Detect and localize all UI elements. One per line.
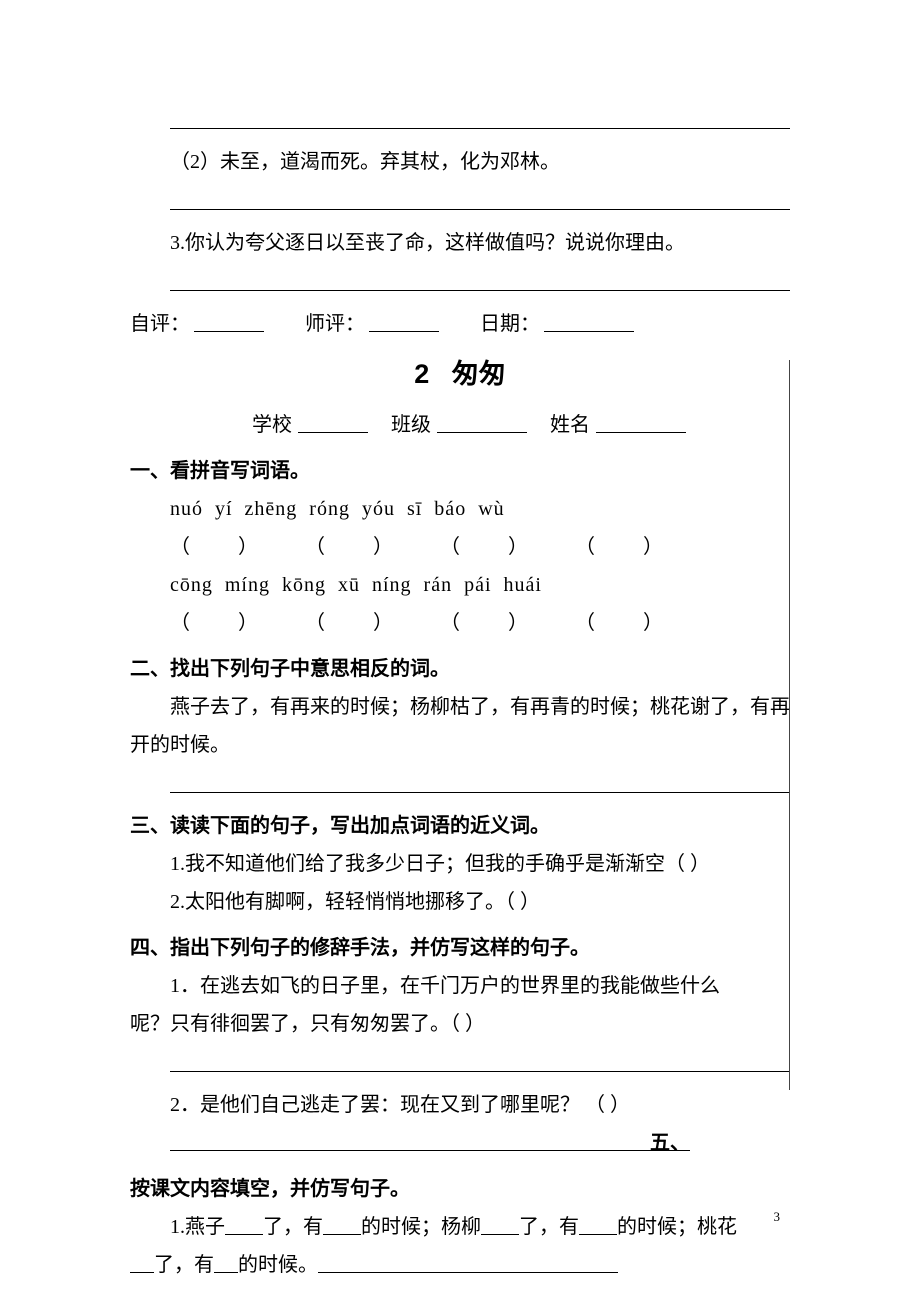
school-label: 学校 (252, 414, 292, 436)
s5-q1: 1.燕子 了，有 的时候；杨柳 了，有 的时候；桃花 (130, 1208, 790, 1246)
answer-blank (170, 108, 790, 129)
answer-blank[interactable] (318, 1252, 618, 1273)
s5-q1-line2: 了，有 的时候。 (130, 1246, 790, 1284)
s4-q1-line2: 呢？只有徘徊罢了，只有匆匆罢了。（ ） (130, 1005, 790, 1043)
section-2-text: 燕子去了，有再来的时候；杨柳枯了，有再青的时候；桃花谢了，有再开的时候。 (130, 688, 790, 764)
s5-text: 1.燕子 (170, 1216, 225, 1238)
teacher-eval-blank[interactable] (369, 311, 439, 332)
school-blank[interactable] (298, 412, 368, 433)
fill-blank[interactable] (225, 1214, 263, 1235)
date-label: 日期： (480, 313, 540, 335)
section-5-heading: 按课文内容填空，并仿写句子。 (130, 1170, 790, 1208)
s5-text: 的时候；桃花 (617, 1216, 737, 1238)
prev-q3: 3.你认为夸父逐日以至丧了命，这样做值吗？说说你理由。 (130, 224, 790, 262)
pinyin-row: cōng míng kōng xū níng rán pái huái (170, 566, 790, 604)
answer-paren-row: （） （） （） （） (170, 604, 790, 642)
section-1-heading: 一、看拼音写词语。 (130, 452, 790, 490)
fill-blank[interactable] (481, 1214, 519, 1235)
section-4-heading: 四、指出下列句子的修辞手法，并仿写这样的句子。 (130, 929, 790, 967)
page: （2）未至，道渴而死。弃其杖，化为邓林。 3.你认为夸父逐日以至丧了命，这样做值… (0, 0, 920, 1300)
s3-q2: 2.太阳他有脚啊，轻轻悄悄地挪移了。（ ） (130, 883, 790, 921)
answer-blank (170, 189, 790, 210)
section-3-heading: 三、读读下面的句子，写出加点词语的近义词。 (130, 807, 790, 845)
s3-q1: 1.我不知道他们给了我多少日子；但我的手确乎是渐渐空（ ） (130, 845, 790, 883)
vertical-rule (789, 360, 790, 1090)
fill-blank[interactable] (130, 1252, 154, 1273)
fill-blank[interactable] (579, 1214, 617, 1235)
name-blank[interactable] (596, 412, 686, 433)
page-number: 3 (774, 1205, 781, 1230)
lesson-title: 2 匆匆 (130, 349, 790, 400)
lesson-name: 匆匆 (452, 359, 506, 389)
answer-paren-row: （） （） （） （） (170, 528, 790, 566)
s5-text: 了，有 (519, 1216, 579, 1238)
answer-blank (170, 1051, 790, 1072)
answer-blank (170, 772, 790, 793)
s5-text: 了，有 (154, 1254, 214, 1276)
prev-q2: （2）未至，道渴而死。弃其杖，化为邓林。 (130, 143, 790, 181)
pinyin-row: nuó yí zhēng róng yóu sī báo wù (170, 490, 790, 528)
s4-q1-line1: 1．在逃去如飞的日子里，在千门万户的世界里的我能做些什么 (130, 967, 790, 1005)
s4-blank-with-five: 五、 (130, 1124, 790, 1162)
section-5-marker: 五、 (650, 1124, 690, 1162)
s5-text: 的时候。 (238, 1254, 318, 1276)
s5-text: 的时候；杨柳 (361, 1216, 481, 1238)
date-blank[interactable] (544, 311, 634, 332)
s5-text: 了，有 (263, 1216, 323, 1238)
class-label: 班级 (391, 414, 431, 436)
evaluation-row: 自评： 师评： 日期： (130, 305, 790, 343)
self-eval-blank[interactable] (194, 311, 264, 332)
fill-blank[interactable] (214, 1252, 238, 1273)
answer-blank (170, 270, 790, 291)
name-label: 姓名 (550, 414, 590, 436)
s4-q2: 2．是他们自己逃走了罢：现在又到了哪里呢？ （ ） (130, 1086, 790, 1124)
class-blank[interactable] (437, 412, 527, 433)
answer-blank (170, 1130, 690, 1151)
lesson-number: 2 (414, 359, 429, 389)
info-row: 学校 班级 姓名 (130, 406, 790, 444)
fill-blank[interactable] (323, 1214, 361, 1235)
section-2-heading: 二、找出下列句子中意思相反的词。 (130, 650, 790, 688)
teacher-eval-label: 师评： (305, 313, 365, 335)
self-eval-label: 自评： (130, 313, 190, 335)
